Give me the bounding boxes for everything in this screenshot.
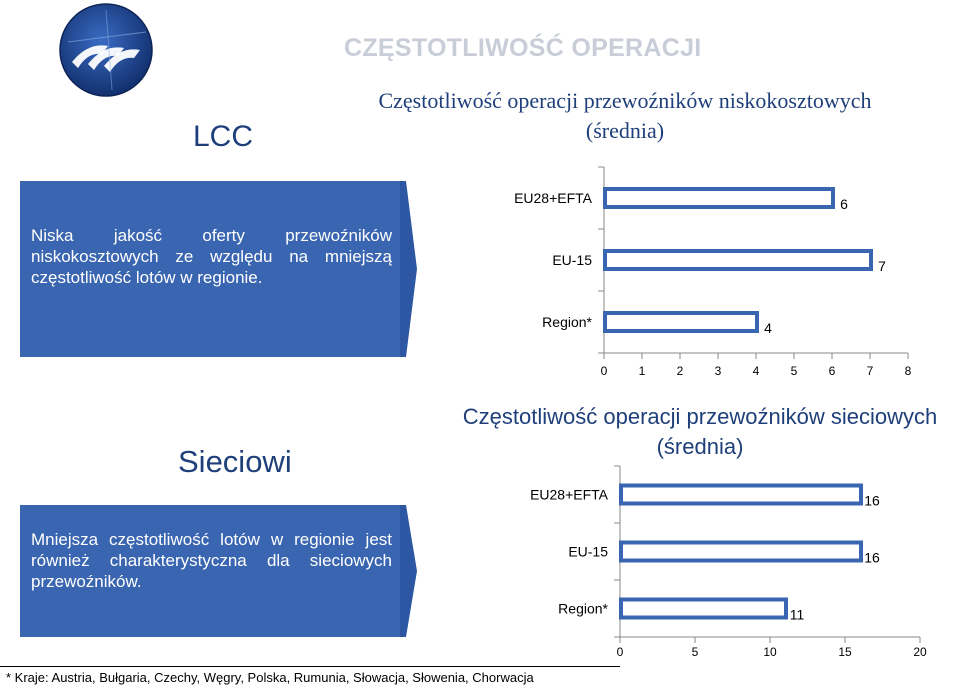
network-chart-bar (619, 597, 788, 620)
lcc-chart-bar (603, 311, 759, 333)
chart-title-network-line1: Częstotliwość operacji przewoźników siec… (462, 404, 938, 429)
page-title: CZĘSTOTLIWOŚĆ OPERACJI (344, 34, 702, 62)
network-chart-x-tick-label: 15 (838, 645, 852, 659)
network-chart-x-tick-label: 10 (763, 645, 777, 659)
network-chart-x-tick-label: 0 (617, 645, 624, 659)
lcc-chart-bar (603, 249, 873, 271)
network-box-arrow (395, 505, 417, 637)
network-chart-x-tick-label: 5 (692, 645, 699, 659)
lcc-chart-x-tick-label: 0 (601, 364, 608, 378)
lcc-chart-x-tick-label: 7 (867, 364, 874, 378)
footnote: * Kraje: Austria, Bułgaria, Czechy, Węgr… (6, 670, 534, 685)
network-chart-value-label: 16 (864, 493, 880, 509)
lcc-chart-category-label: Region* (542, 314, 592, 330)
lcc-chart-x-tick-label: 2 (677, 364, 684, 378)
chart-title-network: Częstotliwość operacji przewoźników siec… (440, 402, 960, 462)
network-chart-bar (619, 483, 863, 506)
lcc-chart-category-label: EU28+EFTA (514, 190, 593, 206)
chart-title-network-line2: (średnia) (656, 434, 744, 459)
network-chart-category-label: EU28+EFTA (530, 487, 609, 503)
lcc-chart-value-label: 6 (840, 196, 848, 212)
lcc-chart-x-tick-label: 1 (639, 364, 646, 378)
chart-title-lcc-line1: Częstotliwość operacji przewoźników nisk… (378, 88, 872, 113)
network-description: Mniejsza częstotliwość lotów w regionie … (31, 530, 392, 591)
chart-title-lcc-line2: (średnia) (585, 118, 665, 143)
lcc-box-arrow (395, 181, 417, 357)
footnote-divider (0, 666, 620, 667)
lcc-heading: LCC (193, 120, 254, 153)
network-chart-category-label: Region* (558, 601, 608, 617)
lcc-bar-chart: 0 1 2 3 4 5 6 7 8 EU28+EFTA 6 EU-15 7 Region* 4 (514, 166, 912, 378)
lcc-chart-value-label: 7 (878, 258, 886, 274)
lcc-chart-x-tick-label: 3 (715, 364, 722, 378)
lcc-description-box: Niska jakość oferty przewoźników niskoko… (20, 181, 400, 357)
lcc-chart-value-label: 4 (764, 320, 772, 336)
network-chart-category-label: EU-15 (568, 544, 608, 560)
network-chart-value-label: 11 (790, 607, 805, 623)
lcc-chart-bar (603, 187, 835, 209)
network-chart-x-tick-label: 20 (913, 645, 927, 659)
lcc-chart-x-tick-label: 5 (791, 364, 798, 378)
network-chart-bar (619, 540, 863, 563)
network-heading: Sieciowi (178, 444, 292, 479)
lcc-description: Niska jakość oferty przewoźników niskoko… (31, 226, 392, 287)
lcc-chart-x-tick-label: 8 (905, 364, 912, 378)
lcc-chart-category-label: EU-15 (552, 252, 592, 268)
chart-title-lcc: Częstotliwość operacji przewoźników nisk… (375, 86, 875, 146)
lcc-chart-x-tick-label: 6 (829, 364, 836, 378)
network-chart-value-label: 16 (864, 550, 880, 566)
network-description-box: Mniejsza częstotliwość lotów w regionie … (20, 505, 400, 637)
lcc-chart-x-tick-label: 4 (753, 364, 760, 378)
company-logo (59, 3, 153, 97)
